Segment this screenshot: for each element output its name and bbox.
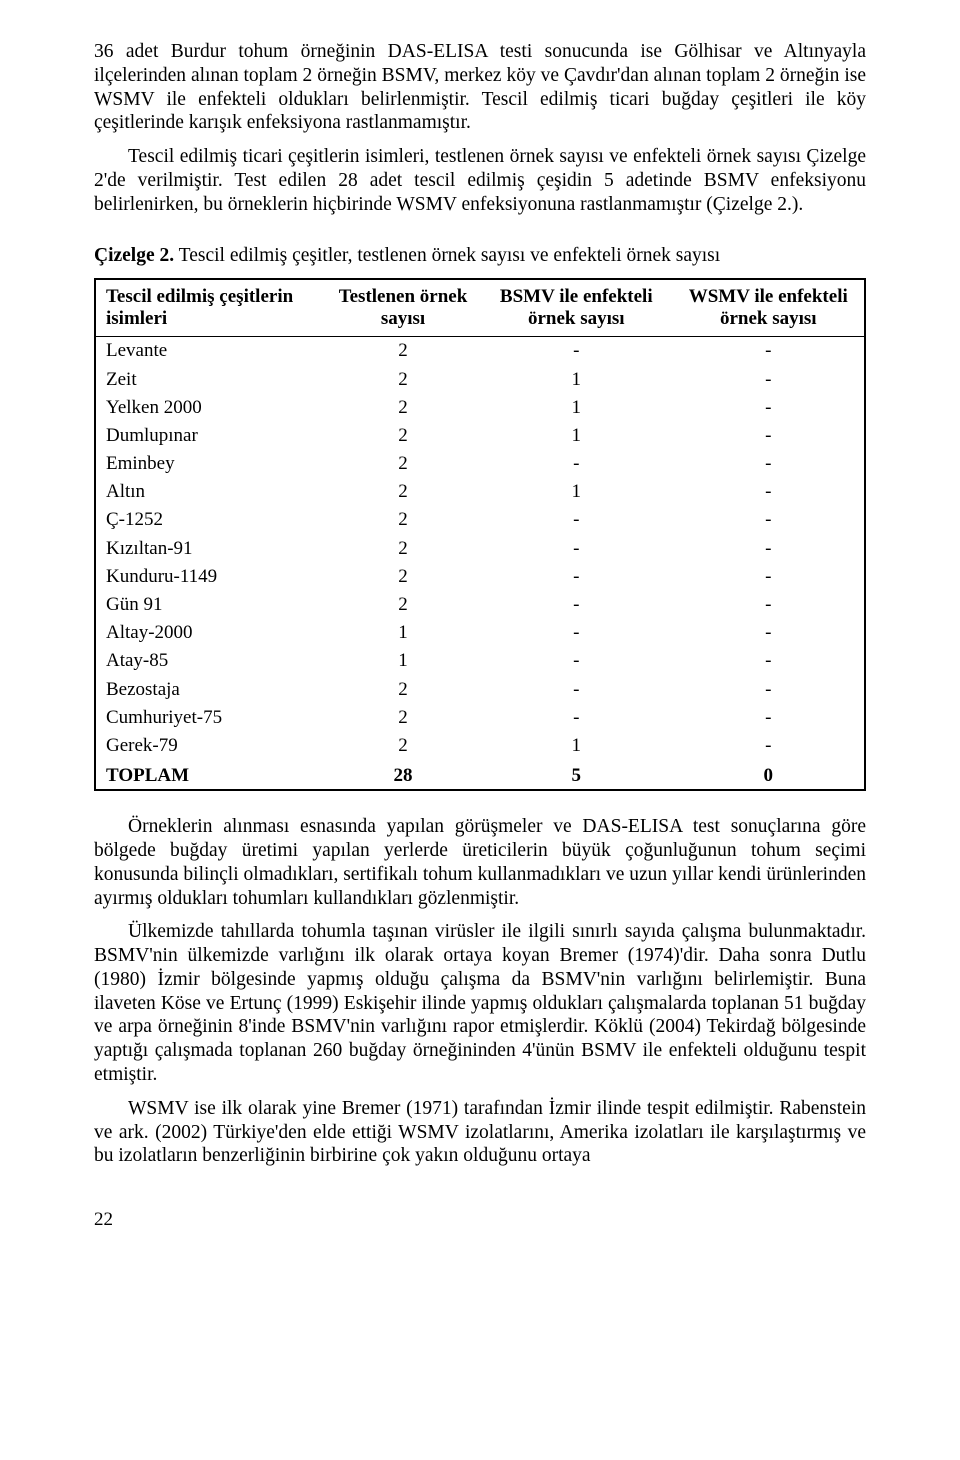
table-row: Dumlupınar21-: [95, 421, 865, 449]
col-header: Testlenen örnek sayısı: [326, 279, 480, 336]
cell: 2: [326, 478, 480, 506]
cell: Ç-1252: [95, 506, 326, 534]
cell: -: [480, 675, 673, 703]
cell: -: [673, 506, 866, 534]
table-row: Altın21-: [95, 478, 865, 506]
cell: -: [673, 336, 866, 365]
cell: 2: [326, 450, 480, 478]
cell: -: [673, 393, 866, 421]
cell: Dumlupınar: [95, 421, 326, 449]
cell: 1: [480, 478, 673, 506]
cell: Yelken 2000: [95, 393, 326, 421]
col-header: Tescil edilmiş çeşitlerin isimleri: [95, 279, 326, 336]
cell: -: [480, 647, 673, 675]
cell: -: [480, 534, 673, 562]
cell: -: [673, 590, 866, 618]
table-row: Eminbey2--: [95, 450, 865, 478]
cell: -: [673, 450, 866, 478]
cell: -: [480, 336, 673, 365]
cell: Gerek-79: [95, 731, 326, 759]
cell: -: [673, 534, 866, 562]
cell: Altın: [95, 478, 326, 506]
cell: Gün 91: [95, 590, 326, 618]
table-row: Levante2--: [95, 336, 865, 365]
cell: 2: [326, 336, 480, 365]
table-row: Bezostaja2--: [95, 675, 865, 703]
table-row: Cumhuriyet-752--: [95, 703, 865, 731]
cell: 2: [326, 731, 480, 759]
cell: 2: [326, 393, 480, 421]
col-header: BSMV ile enfekteli örnek sayısı: [480, 279, 673, 336]
cell: 0: [673, 760, 866, 791]
data-table: Tescil edilmiş çeşitlerin isimleri Testl…: [94, 278, 866, 791]
cell: -: [480, 562, 673, 590]
paragraph: 36 adet Burdur tohum örneğinin DAS-ELISA…: [94, 40, 866, 135]
table-row: Kunduru-11492--: [95, 562, 865, 590]
col-header: WSMV ile enfekteli örnek sayısı: [673, 279, 866, 336]
caption-text: Tescil edilmiş çeşitler, testlenen örnek…: [174, 245, 720, 266]
cell: Cumhuriyet-75: [95, 703, 326, 731]
cell: 2: [326, 675, 480, 703]
cell: TOPLAM: [95, 760, 326, 791]
cell: -: [673, 562, 866, 590]
table-row: Yelken 200021-: [95, 393, 865, 421]
cell: -: [673, 675, 866, 703]
table-total-row: TOPLAM2850: [95, 760, 865, 791]
cell: 1: [480, 731, 673, 759]
cell: 2: [326, 562, 480, 590]
cell: 1: [480, 365, 673, 393]
table-row: Atay-851--: [95, 647, 865, 675]
cell: 2: [326, 365, 480, 393]
cell: 1: [326, 619, 480, 647]
caption-label: Çizelge 2.: [94, 245, 174, 266]
cell: 28: [326, 760, 480, 791]
page: 36 adet Burdur tohum örneğinin DAS-ELISA…: [0, 0, 960, 1460]
cell: -: [673, 365, 866, 393]
cell: -: [673, 421, 866, 449]
cell: Kızıltan-91: [95, 534, 326, 562]
cell: -: [480, 619, 673, 647]
cell: -: [480, 506, 673, 534]
table-row: Gün 912--: [95, 590, 865, 618]
cell: Bezostaja: [95, 675, 326, 703]
cell: Altay-2000: [95, 619, 326, 647]
cell: Eminbey: [95, 450, 326, 478]
table-row: Kızıltan-912--: [95, 534, 865, 562]
cell: -: [673, 647, 866, 675]
cell: -: [480, 590, 673, 618]
table-row: Altay-20001--: [95, 619, 865, 647]
cell: 1: [480, 421, 673, 449]
cell: 2: [326, 421, 480, 449]
table-row: Ç-12522--: [95, 506, 865, 534]
cell: -: [480, 703, 673, 731]
cell: Levante: [95, 336, 326, 365]
cell: Atay-85: [95, 647, 326, 675]
cell: 5: [480, 760, 673, 791]
cell: -: [673, 731, 866, 759]
cell: Kunduru-1149: [95, 562, 326, 590]
cell: 1: [326, 647, 480, 675]
table-body: Levante2-- Zeit21- Yelken 200021- Dumlup…: [95, 336, 865, 790]
paragraph: WSMV ise ilk olarak yine Bremer (1971) t…: [94, 1097, 866, 1168]
table-row: Gerek-7921-: [95, 731, 865, 759]
cell: 1: [480, 393, 673, 421]
cell: -: [673, 619, 866, 647]
paragraph: Tescil edilmiş ticari çeşitlerin isimler…: [94, 145, 866, 216]
cell: -: [673, 703, 866, 731]
cell: 2: [326, 534, 480, 562]
page-number: 22: [94, 1208, 866, 1231]
paragraph: Ülkemizde tahıllarda tohumla taşınan vir…: [94, 920, 866, 1086]
table-header-row: Tescil edilmiş çeşitlerin isimleri Testl…: [95, 279, 865, 336]
table-row: Zeit21-: [95, 365, 865, 393]
cell: -: [673, 478, 866, 506]
paragraph: Örneklerin alınması esnasında yapılan gö…: [94, 815, 866, 910]
cell: 2: [326, 703, 480, 731]
cell: 2: [326, 590, 480, 618]
cell: Zeit: [95, 365, 326, 393]
cell: -: [480, 450, 673, 478]
table-caption: Çizelge 2. Tescil edilmiş çeşitler, test…: [94, 244, 866, 268]
cell: 2: [326, 506, 480, 534]
